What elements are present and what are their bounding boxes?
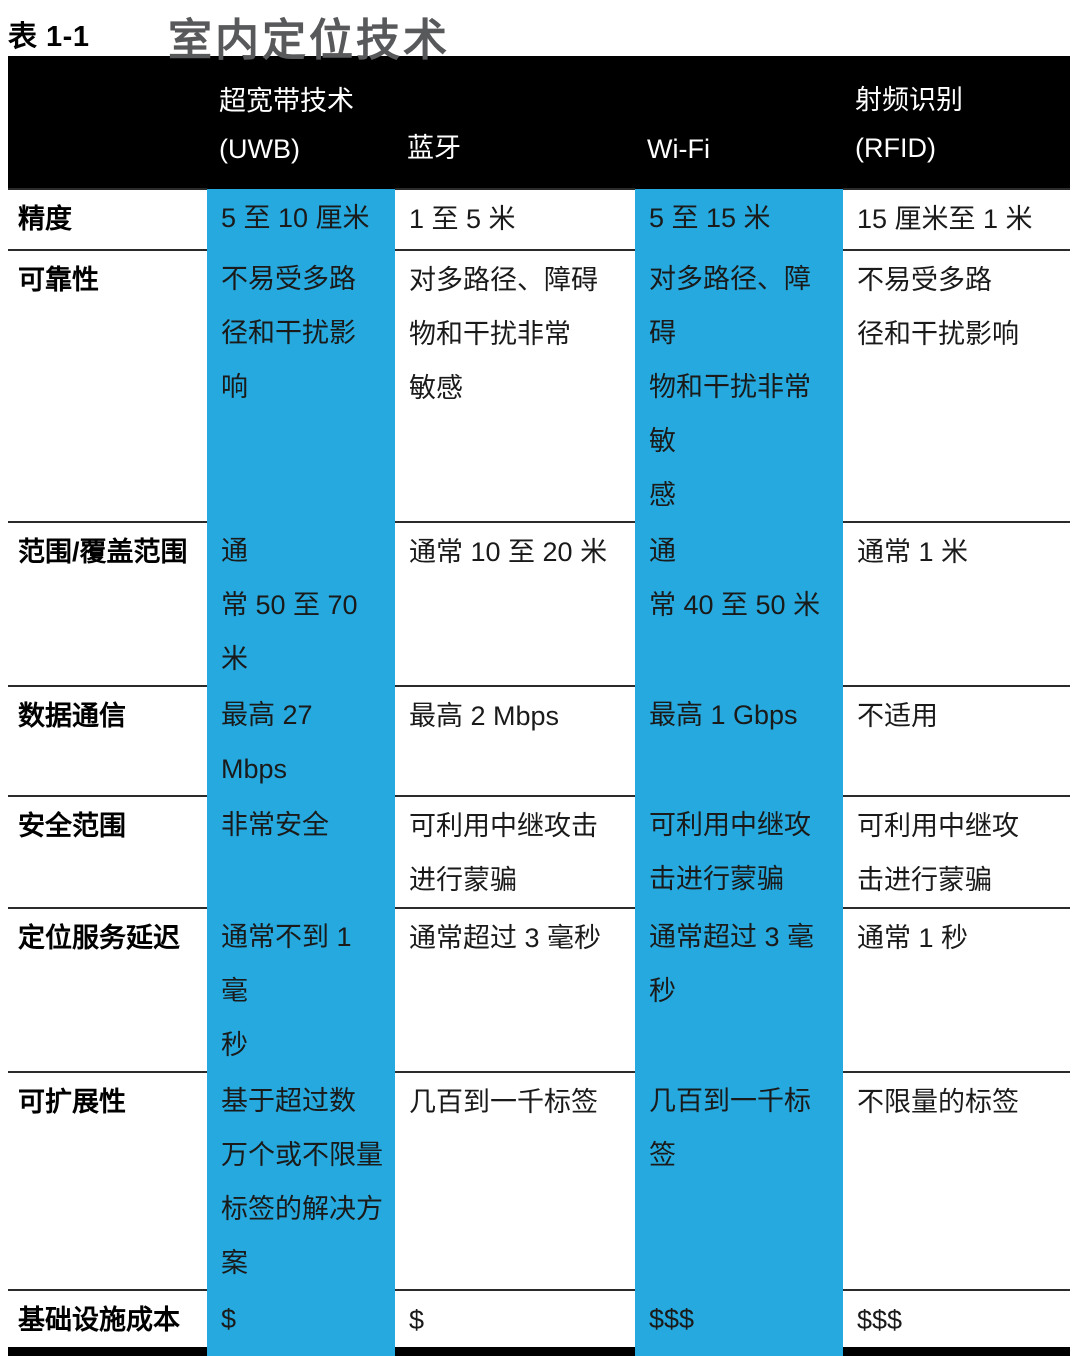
cost-uwb-cell: $ (207, 1290, 395, 1347)
reliability-bluetooth-cell: 对多路径、障碍 物和干扰非常 敏感 (395, 249, 635, 522)
reliability-rfid-cell: 不易受多路 径和干扰影响 (843, 249, 1070, 522)
accuracy-row-label: 精度 (8, 188, 207, 250)
latency-uwb-cell: 通常不到 1 毫 秒 (207, 908, 395, 1072)
comparison-table: 超宽带技术 (UWB) 蓝牙 Wi-Fi 射频识别 (RFID) 精度 5 至 … (8, 56, 1070, 1347)
security-row-label: 安全范围 (8, 795, 207, 908)
table-row-reliability: 可靠性 不易受多路 径和干扰影 响 对多路径、障碍 物和干扰非常 敏感 对多路径… (8, 249, 1070, 522)
table-row-data-rate: 数据通信 最高 27 Mbps 最高 2 Mbps 最高 1 Gbps 不适用 (8, 685, 1070, 796)
column-header-uwb: 超宽带技术 (UWB) (207, 56, 395, 189)
reliability-wifi-cell: 对多路径、障碍 物和干扰非常敏 感 (635, 250, 843, 522)
table-caption: 表 1-1 室内定位技术 (0, 0, 1080, 65)
latency-bluetooth-cell: 通常超过 3 毫秒 (395, 907, 635, 1072)
latency-wifi-cell: 通常超过 3 毫 秒 (635, 908, 843, 1072)
page-title: 室内定位技术 (168, 16, 450, 65)
bottom-border-segment (843, 1347, 1070, 1356)
latency-rfid-cell: 通常 1 秒 (843, 907, 1070, 1072)
accuracy-wifi-cell: 5 至 15 米 (635, 189, 843, 250)
bottom-border-uwb-band (207, 1347, 395, 1356)
latency-row-label: 定位服务延迟 (8, 907, 207, 1072)
scalability-uwb-cell: 基于超过数 万个或不限量 标签的解决方 案 (207, 1072, 395, 1290)
column-header-criteria (8, 56, 207, 189)
cost-bluetooth-cell: $ (395, 1289, 635, 1347)
data-rate-wifi-cell: 最高 1 Gbps (635, 686, 843, 796)
scalability-row-label: 可扩展性 (8, 1071, 207, 1290)
column-header-wifi: Wi-Fi (635, 56, 843, 189)
table-row-cost: 基础设施成本 $ $ $$$ $$$ (8, 1289, 1070, 1347)
cost-wifi-cell: $$$ (635, 1290, 843, 1347)
table-row-latency: 定位服务延迟 通常不到 1 毫 秒 通常超过 3 毫秒 通常超过 3 毫 秒 通… (8, 907, 1070, 1072)
data-rate-uwb-cell: 最高 27 Mbps (207, 686, 395, 796)
table-label: 表 1-1 (8, 21, 90, 53)
cost-row-label: 基础设施成本 (8, 1289, 207, 1347)
table-row-range: 范围/覆盖范围 通 常 50 至 70 米 通常 10 至 20 米 通 常 4… (8, 521, 1070, 686)
data-rate-bluetooth-cell: 最高 2 Mbps (395, 685, 635, 796)
security-wifi-cell: 可利用中继攻 击进行蒙骗 (635, 796, 843, 908)
header-row: 超宽带技术 (UWB) 蓝牙 Wi-Fi 射频识别 (RFID) (8, 56, 1070, 189)
range-rfid-cell: 通常 1 米 (843, 521, 1070, 686)
range-row-label: 范围/覆盖范围 (8, 521, 207, 686)
data-rate-rfid-cell: 不适用 (843, 685, 1070, 796)
range-bluetooth-cell: 通常 10 至 20 米 (395, 521, 635, 686)
accuracy-uwb-cell: 5 至 10 厘米 (207, 189, 395, 250)
table-row-accuracy: 精度 5 至 10 厘米 1 至 5 米 5 至 15 米 15 厘米至 1 米 (8, 188, 1070, 250)
reliability-uwb-cell: 不易受多路 径和干扰影 响 (207, 250, 395, 522)
scalability-bluetooth-cell: 几百到一千标签 (395, 1071, 635, 1290)
accuracy-bluetooth-cell: 1 至 5 米 (395, 188, 635, 250)
scalability-wifi-cell: 几百到一千标签 (635, 1072, 843, 1290)
column-header-rfid: 射频识别 (RFID) (843, 56, 1070, 189)
accuracy-rfid-cell: 15 厘米至 1 米 (843, 188, 1070, 250)
bottom-border-segment (8, 1347, 207, 1356)
range-uwb-cell: 通 常 50 至 70 米 (207, 522, 395, 686)
bottom-border (8, 1347, 1070, 1356)
range-wifi-cell: 通 常 40 至 50 米 (635, 522, 843, 686)
column-header-bluetooth: 蓝牙 (395, 56, 635, 189)
cost-rfid-cell: $$$ (843, 1289, 1070, 1347)
bottom-border-segment (395, 1347, 635, 1356)
security-rfid-cell: 可利用中继攻 击进行蒙骗 (843, 795, 1070, 908)
table-row-security: 安全范围 非常安全 可利用中继攻击 进行蒙骗 可利用中继攻 击进行蒙骗 可利用中… (8, 795, 1070, 908)
bottom-border-wifi-band (635, 1347, 843, 1356)
security-bluetooth-cell: 可利用中继攻击 进行蒙骗 (395, 795, 635, 908)
security-uwb-cell: 非常安全 (207, 796, 395, 908)
scalability-rfid-cell: 不限量的标签 (843, 1071, 1070, 1290)
reliability-row-label: 可靠性 (8, 249, 207, 522)
data-rate-row-label: 数据通信 (8, 685, 207, 796)
table-row-scalability: 可扩展性 基于超过数 万个或不限量 标签的解决方 案 几百到一千标签 几百到一千… (8, 1071, 1070, 1290)
